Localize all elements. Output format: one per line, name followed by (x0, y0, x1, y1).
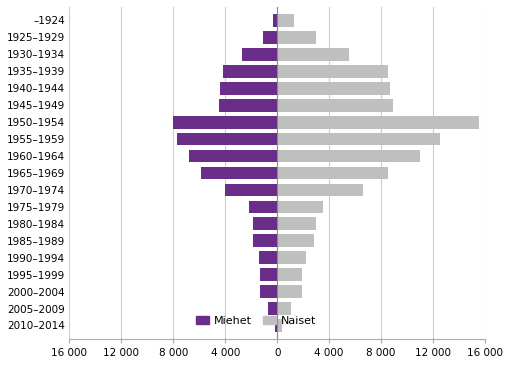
Bar (188, 150, 277, 162)
Bar (277, 14, 294, 27)
Bar (277, 167, 387, 179)
Bar (242, 48, 277, 61)
Bar (277, 234, 313, 247)
Bar (263, 31, 277, 44)
Bar (259, 251, 277, 264)
Bar (218, 99, 277, 112)
Bar (277, 65, 387, 78)
Bar (225, 184, 277, 196)
Bar (277, 31, 316, 44)
Bar (260, 285, 277, 298)
Bar (173, 116, 277, 128)
Bar (252, 218, 277, 230)
Bar (277, 150, 419, 162)
Bar (268, 302, 277, 315)
Bar (277, 200, 322, 213)
Bar (273, 14, 277, 27)
Bar (248, 200, 277, 213)
Bar (277, 116, 477, 128)
Bar (277, 133, 439, 146)
Bar (277, 251, 305, 264)
Bar (252, 234, 277, 247)
Bar (274, 319, 277, 332)
Bar (260, 268, 277, 281)
Bar (277, 319, 281, 332)
Bar (277, 48, 348, 61)
Bar (277, 184, 362, 196)
Bar (277, 82, 389, 95)
Bar (277, 268, 301, 281)
Bar (277, 285, 301, 298)
Bar (219, 82, 277, 95)
Bar (222, 65, 277, 78)
Bar (277, 218, 316, 230)
Legend: Miehet, Naiset: Miehet, Naiset (191, 311, 320, 330)
Bar (177, 133, 277, 146)
Bar (277, 302, 291, 315)
Bar (200, 167, 277, 179)
Bar (277, 99, 392, 112)
